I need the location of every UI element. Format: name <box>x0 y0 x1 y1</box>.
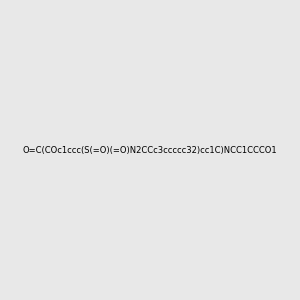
Text: O=C(COc1ccc(S(=O)(=O)N2CCc3ccccc32)cc1C)NCC1CCCO1: O=C(COc1ccc(S(=O)(=O)N2CCc3ccccc32)cc1C)… <box>23 146 277 154</box>
